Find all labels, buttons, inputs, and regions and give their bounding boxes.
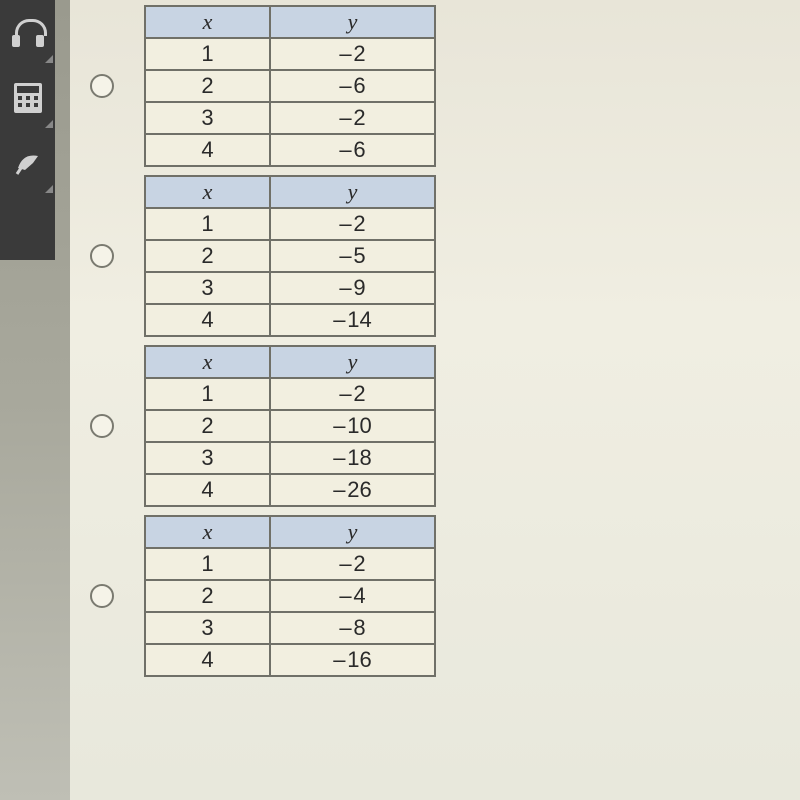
header-y: y	[270, 346, 435, 378]
cell-x: 4	[145, 474, 270, 506]
calculator-button[interactable]	[0, 65, 55, 130]
table-row: 4– 26	[145, 474, 435, 506]
cell-x: 4	[145, 644, 270, 676]
header-x: x	[145, 516, 270, 548]
cell-x: 2	[145, 240, 270, 272]
table-row: 4– 16	[145, 644, 435, 676]
cell-x: 3	[145, 612, 270, 644]
radio-option-2[interactable]	[90, 244, 114, 268]
header-y: y	[270, 6, 435, 38]
calculator-icon	[14, 83, 42, 113]
cell-y: – 26	[270, 474, 435, 506]
option-1: x y 1– 2 2– 6 3– 2 4– 6	[90, 5, 780, 167]
cell-x: 3	[145, 442, 270, 474]
cell-x: 1	[145, 548, 270, 580]
table-row: 3– 9	[145, 272, 435, 304]
table-header-row: x y	[145, 516, 435, 548]
cell-x: 3	[145, 102, 270, 134]
header-y: y	[270, 516, 435, 548]
table-row: 2– 10	[145, 410, 435, 442]
cell-x: 1	[145, 208, 270, 240]
option-4: x y 1– 2 2– 4 3– 8 4– 16	[90, 515, 780, 677]
cell-x: 1	[145, 38, 270, 70]
cell-y: – 18	[270, 442, 435, 474]
table-row: 3– 8	[145, 612, 435, 644]
cell-x: 1	[145, 378, 270, 410]
table-row: 2– 5	[145, 240, 435, 272]
tool-button[interactable]	[0, 130, 55, 195]
cell-x: 2	[145, 70, 270, 102]
cell-y: – 14	[270, 304, 435, 336]
cell-y: – 16	[270, 644, 435, 676]
table-row: 3– 18	[145, 442, 435, 474]
cell-y: – 2	[270, 548, 435, 580]
table-header-row: x y	[145, 176, 435, 208]
cell-y: – 6	[270, 134, 435, 166]
header-y: y	[270, 176, 435, 208]
header-x: x	[145, 346, 270, 378]
cell-y: – 2	[270, 378, 435, 410]
table-row: 4– 6	[145, 134, 435, 166]
cell-y: – 9	[270, 272, 435, 304]
cell-y: – 4	[270, 580, 435, 612]
cell-x: 4	[145, 134, 270, 166]
radio-option-4[interactable]	[90, 584, 114, 608]
table-option-1: x y 1– 2 2– 6 3– 2 4– 6	[144, 5, 436, 167]
table-row: 3– 2	[145, 102, 435, 134]
cell-y: – 2	[270, 102, 435, 134]
cell-x: 3	[145, 272, 270, 304]
table-row: 1– 2	[145, 548, 435, 580]
radio-option-3[interactable]	[90, 414, 114, 438]
cell-y: – 8	[270, 612, 435, 644]
table-row: 2– 4	[145, 580, 435, 612]
cell-y: – 2	[270, 38, 435, 70]
question-content: x y 1– 2 2– 6 3– 2 4– 6 x y 1– 2 2– 5 3–…	[70, 0, 800, 800]
option-2: x y 1– 2 2– 5 3– 9 4– 14	[90, 175, 780, 337]
table-header-row: x y	[145, 6, 435, 38]
headphones-button[interactable]	[0, 0, 55, 65]
cell-x: 4	[145, 304, 270, 336]
tool-icon	[13, 148, 43, 178]
table-option-2: x y 1– 2 2– 5 3– 9 4– 14	[144, 175, 436, 337]
cell-y: – 10	[270, 410, 435, 442]
table-row: 2– 6	[145, 70, 435, 102]
cell-y: – 5	[270, 240, 435, 272]
option-3: x y 1– 2 2– 10 3– 18 4– 26	[90, 345, 780, 507]
header-x: x	[145, 176, 270, 208]
table-row: 1– 2	[145, 38, 435, 70]
table-row: 4– 14	[145, 304, 435, 336]
cell-x: 2	[145, 410, 270, 442]
table-option-4: x y 1– 2 2– 4 3– 8 4– 16	[144, 515, 436, 677]
cell-y: – 6	[270, 70, 435, 102]
table-header-row: x y	[145, 346, 435, 378]
radio-option-1[interactable]	[90, 74, 114, 98]
table-option-3: x y 1– 2 2– 10 3– 18 4– 26	[144, 345, 436, 507]
table-row: 1– 2	[145, 378, 435, 410]
cell-x: 2	[145, 580, 270, 612]
tool-sidebar	[0, 0, 55, 260]
cell-y: – 2	[270, 208, 435, 240]
table-row: 1– 2	[145, 208, 435, 240]
headphones-icon	[12, 19, 44, 47]
header-x: x	[145, 6, 270, 38]
